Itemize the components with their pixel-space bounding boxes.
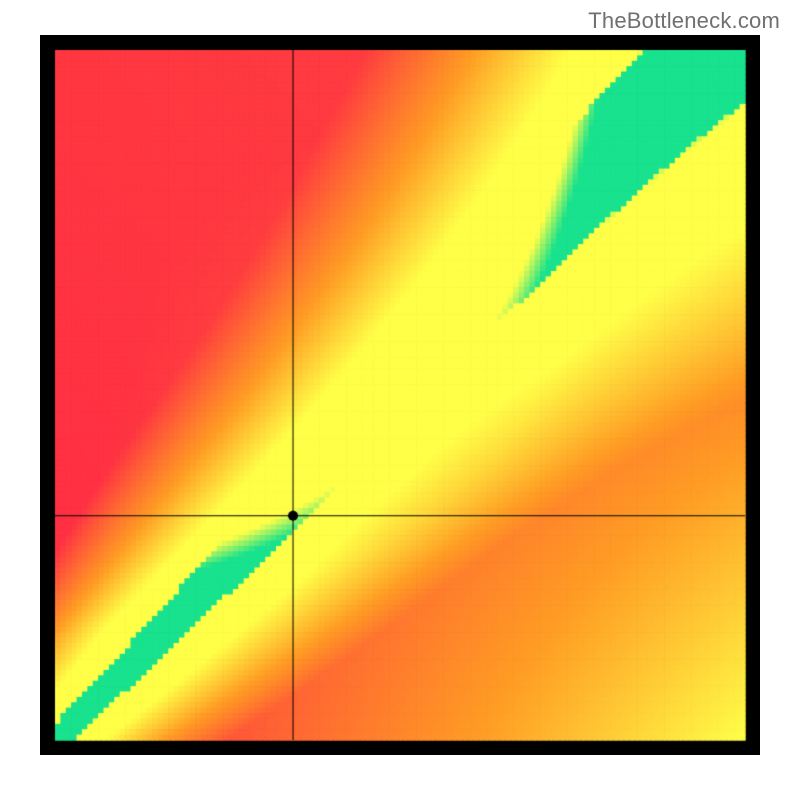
heatmap-canvas (40, 35, 760, 755)
watermark-text: TheBottleneck.com (588, 8, 780, 34)
bottleneck-heatmap (40, 35, 760, 755)
